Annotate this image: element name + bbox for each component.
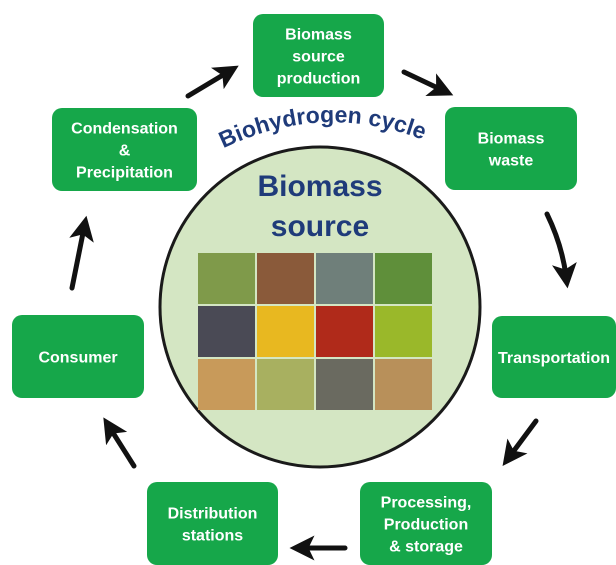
photo: [316, 359, 373, 410]
node-label: Biomass: [478, 131, 545, 148]
node-label: Biomass: [285, 27, 352, 44]
node-box: [492, 316, 616, 398]
node-box: [360, 482, 492, 565]
node-label: Consumer: [38, 350, 117, 367]
nodes: Biomass source production Biomass waste Trans…: [12, 14, 616, 565]
photo-grid: [198, 253, 432, 410]
photo: [316, 306, 373, 357]
arrow: [544, 211, 577, 289]
cycle-title: Biohydrogen cycle: [215, 101, 430, 153]
node-label: Processing,: [381, 495, 472, 512]
arrow: [103, 417, 137, 469]
photo: [375, 306, 432, 357]
node-label: Condensation: [71, 121, 178, 138]
node-box: [147, 482, 278, 565]
photo: [257, 359, 314, 410]
cycle-title-path: Biohydrogen cycle: [215, 101, 430, 153]
center-title-line: Biomass: [257, 170, 382, 203]
photo: [375, 359, 432, 410]
arrow: [401, 69, 454, 96]
node-label: Transportation: [498, 350, 610, 367]
node-label: Precipitation: [76, 165, 173, 182]
arrow: [502, 418, 539, 467]
node-label: production: [277, 71, 361, 88]
center-title-line: source: [271, 210, 369, 243]
node-label: Distribution: [168, 506, 258, 523]
node-label: stations: [182, 528, 243, 545]
arrow: [185, 65, 239, 99]
photo: [257, 253, 314, 304]
photo: [198, 306, 255, 357]
photo: [198, 253, 255, 304]
photo: [316, 253, 373, 304]
center-title: Biomass source: [257, 170, 382, 243]
photo: [257, 306, 314, 357]
arrows: [69, 65, 577, 561]
node-box: [12, 315, 144, 398]
node-box: [52, 108, 197, 191]
photo: [375, 253, 432, 304]
node-label: & storage: [389, 539, 463, 556]
node-box: [445, 107, 577, 190]
node-label: &: [119, 143, 131, 160]
photo: [198, 359, 255, 410]
node-label: Production: [384, 517, 468, 534]
arrow: [69, 215, 94, 291]
node-box: [253, 14, 384, 97]
node-label: waste: [488, 153, 534, 170]
node-label: source: [292, 49, 345, 66]
